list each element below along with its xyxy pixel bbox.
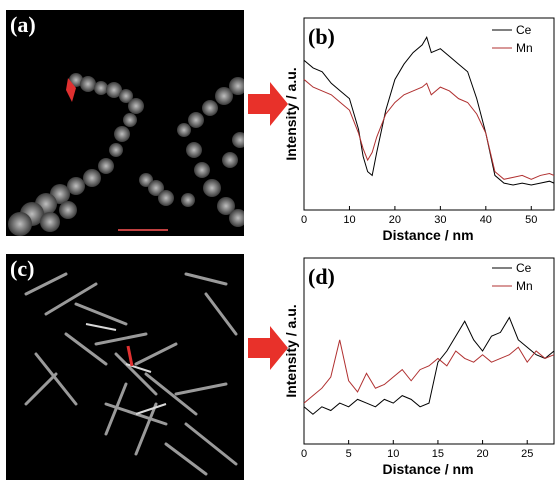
x-tick-label-d: 20 — [476, 448, 488, 460]
x-tick-label-d: 25 — [521, 448, 533, 460]
micrograph-a: (a) — [6, 10, 244, 236]
legend-label-mn-d: Mn — [516, 279, 533, 293]
series-line-mn-d — [303, 339, 555, 404]
x-tick-label-d: 15 — [432, 448, 444, 460]
arrow-right-icon — [248, 326, 288, 370]
panel-label-a: (a) — [10, 12, 36, 37]
series-line-ce-d — [303, 316, 555, 415]
legend-label-ce-d: Ce — [516, 261, 532, 275]
legend-d: Ce Mn — [492, 261, 533, 293]
x-ticks-b: 0 10 20 30 40 50 — [301, 206, 537, 226]
x-tick-label-d: 10 — [387, 448, 399, 460]
legend-label-mn-b: Mn — [516, 41, 533, 55]
micrograph-c-image — [24, 272, 238, 476]
x-tick-label-b: 10 — [343, 214, 355, 226]
x-axis-label-d: Distance / nm — [382, 461, 473, 477]
line-chart-d: (d) Intensity / a.u. Distance / nm Ce Mn… — [283, 257, 555, 477]
line-scan-marker-c — [126, 345, 134, 367]
legend-label-ce-b: Ce — [516, 23, 532, 37]
x-tick-label-b: 20 — [389, 214, 401, 226]
arrow-right-icon — [248, 82, 288, 126]
series-lines-b — [303, 35, 555, 186]
panel-label-b: (b) — [308, 24, 335, 49]
line-scan-marker-a — [66, 78, 76, 102]
x-tick-label-b: 0 — [301, 214, 307, 226]
plot-area-d — [303, 257, 555, 445]
line-chart-b: (b) Intensity / a.u. Distance / nm Ce Mn… — [283, 17, 555, 243]
series-line-mn-b — [303, 79, 555, 180]
x-tick-label-d: 5 — [346, 448, 352, 460]
series-line-ce-b — [303, 35, 555, 186]
x-tick-label-b: 40 — [480, 214, 492, 226]
micrograph-a-image — [8, 73, 244, 236]
panel-label-c: (c) — [10, 256, 35, 281]
y-axis-label-b: Intensity / a.u. — [283, 67, 299, 160]
series-lines-d — [303, 316, 555, 415]
x-tick-label-b: 30 — [434, 214, 446, 226]
legend-b: Ce Mn — [492, 23, 533, 55]
x-tick-label-d: 0 — [301, 448, 307, 460]
x-tick-label-b: 50 — [525, 214, 537, 226]
panel-label-d: (d) — [308, 264, 335, 289]
x-axis-label-b: Distance / nm — [382, 227, 473, 243]
y-axis-label-d: Intensity / a.u. — [283, 304, 299, 397]
micrograph-c: (c) — [6, 254, 244, 480]
x-ticks-d: 0 5 10 15 20 25 — [301, 440, 533, 460]
